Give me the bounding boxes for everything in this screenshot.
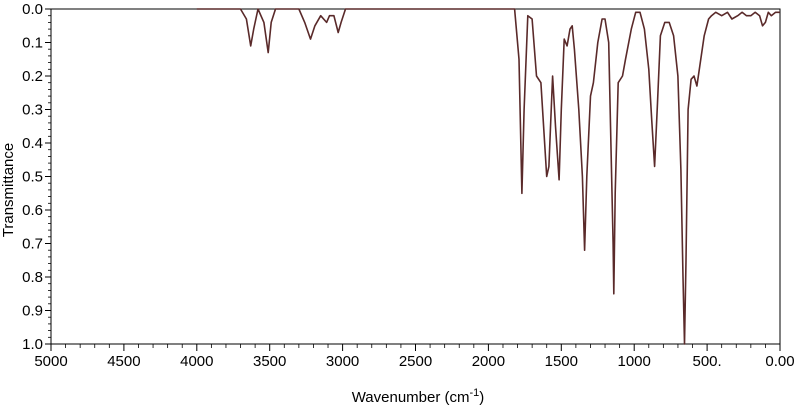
y-tick-label: 0.1	[22, 35, 43, 52]
spectrum-line	[196, 8, 780, 345]
x-tick-label: 1500	[545, 353, 578, 370]
y-tick-label: 0.8	[22, 269, 43, 286]
x-tick-label: 3000	[326, 353, 359, 370]
x-axis-ticks: 5000 4500 4000 3500 3000 2500 2000 1500 1000 500.…	[34, 344, 795, 370]
y-tick-label: 0.3	[22, 102, 43, 119]
x-tick-label: 5000	[34, 353, 67, 370]
x-minor-ticks	[65, 344, 766, 348]
y-minor-ticks	[48, 15, 51, 338]
y-tick-label: 0.7	[22, 236, 43, 253]
y-tick-label: 0.9	[22, 303, 43, 320]
x-axis-title-superscript: -1	[470, 387, 480, 399]
x-tick-label: 500.	[692, 353, 721, 370]
y-tick-label: 0.6	[22, 202, 43, 219]
plot-area-frame	[50, 8, 781, 345]
y-tick-label: 0.4	[22, 135, 43, 152]
y-axis-ticks: 0.0 0.1 0.2 0.3 0.4 0.5 0.6 0.7 0.8 0.9 1.0	[22, 1, 51, 353]
x-tick-label: 3500	[253, 353, 286, 370]
y-tick-label: 0.5	[22, 169, 43, 186]
y-tick-label: 0.2	[22, 68, 43, 85]
x-tick-label: 2500	[399, 353, 432, 370]
x-axis-title: Wavenumber (cm-1)	[352, 387, 485, 406]
y-tick-label: 0.0	[22, 1, 43, 18]
y-axis-title: Transmittance	[0, 143, 17, 237]
y-tick-label: 1.0	[22, 336, 43, 353]
x-tick-label: 1000	[618, 353, 651, 370]
x-axis-title-suffix: )	[479, 389, 484, 406]
x-axis-title-main: Wavenumber (cm	[352, 389, 470, 406]
x-tick-label: 0.00	[765, 353, 794, 370]
x-tick-label: 4000	[180, 353, 213, 370]
x-tick-label: 4500	[107, 353, 140, 370]
x-tick-label: 2000	[472, 353, 505, 370]
series-layer	[196, 8, 780, 345]
